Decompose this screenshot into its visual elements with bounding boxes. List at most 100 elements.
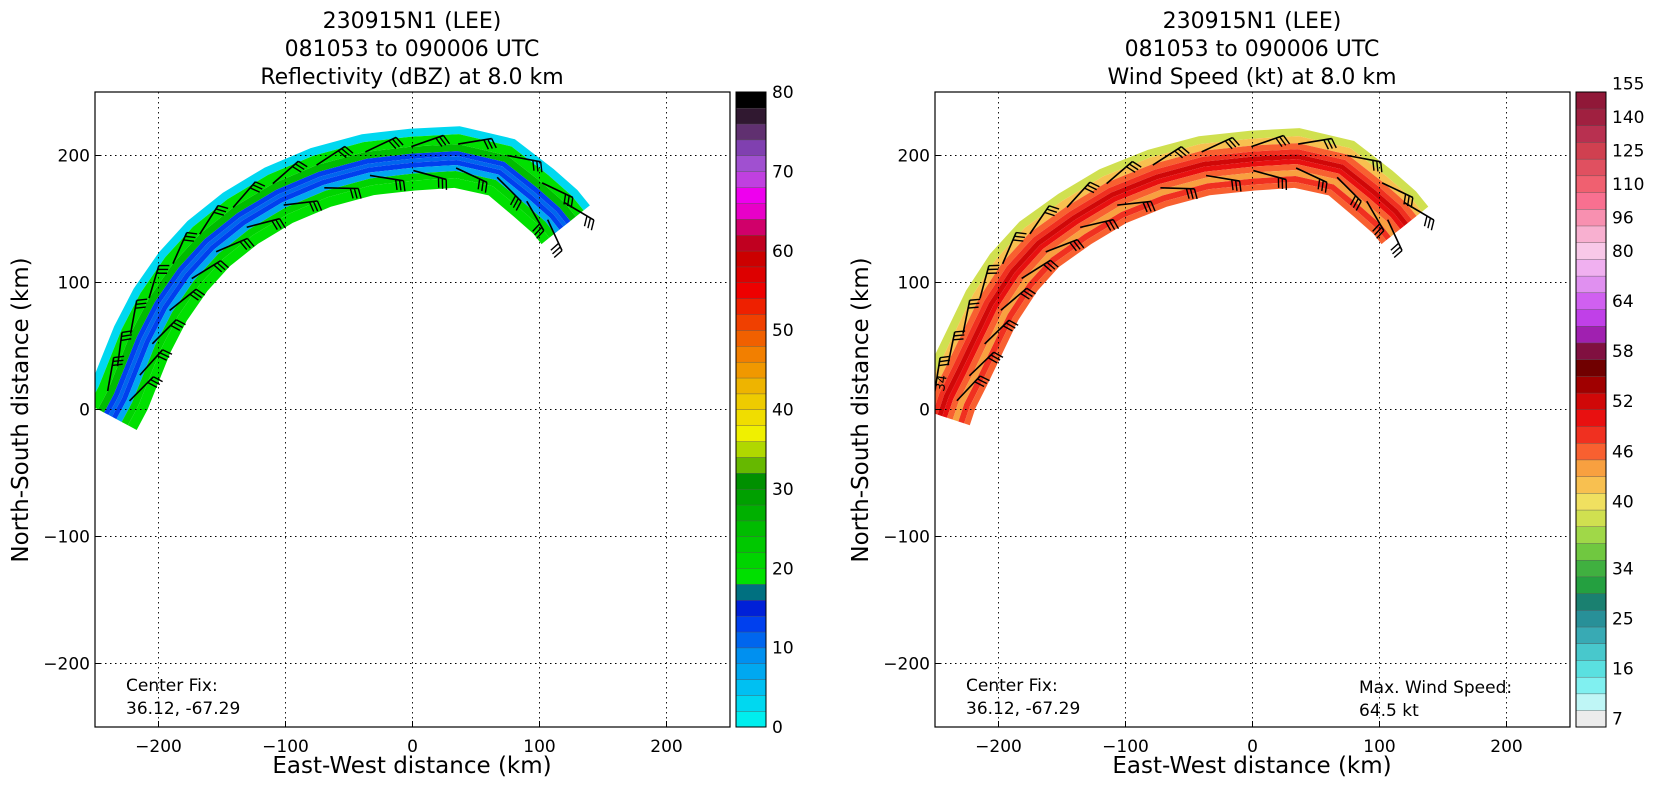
reflectivity-colorbar-swatch: [735, 615, 767, 633]
reflectivity-colorbar-tick-label: 10: [772, 639, 794, 659]
reflectivity-colorbar-swatch: [735, 187, 767, 204]
wind-speed-wind-barb: [1253, 169, 1288, 191]
wind-speed-colorbar: 7 16 25 34 40 46 52 58 64 80 96 110 125 140 155: [1575, 75, 1644, 730]
wind-speed-wind-barb: [1045, 238, 1085, 253]
reflectivity-wind-barb: [246, 217, 286, 230]
wind-speed-colorbar-tick-label: 40: [1612, 492, 1634, 512]
wind-speed-wind-barb: [1079, 218, 1120, 231]
reflectivity-wind-barb: [215, 237, 255, 253]
reflectivity-field-band: [108, 156, 567, 417]
wind-speed-wind-barb: [1347, 154, 1383, 173]
reflectivity-wind-barb: [272, 160, 308, 185]
reflectivity-colorbar-swatch: [735, 123, 767, 141]
reflectivity-wind-barb: [324, 187, 362, 199]
reflectivity-field-band: [121, 171, 555, 426]
reflectivity-x-tick-label: −200: [135, 737, 182, 757]
wind-speed-colorbar-tick-label: 140: [1612, 108, 1644, 128]
reflectivity-wind-barb: [564, 202, 595, 231]
reflectivity-colorbar-swatch: [735, 250, 767, 268]
wind-speed-colorbar-tick-label: 110: [1612, 175, 1644, 195]
reflectivity-colorbar-tick-label: 50: [772, 321, 794, 341]
wind-speed-wind-barb: [1201, 136, 1240, 153]
wind-speed-x-axis-label: East-West distance (km): [1112, 753, 1391, 779]
reflectivity-field-band: [104, 151, 571, 415]
wind-speed-colorbar-swatch: [1575, 659, 1607, 678]
wind-speed-grid: [935, 92, 1570, 727]
wind-speed-center-fix-label: Center Fix:: [966, 676, 1058, 696]
reflectivity-colorbar-swatch: [735, 663, 767, 680]
reflectivity-y-tick-label: −200: [43, 655, 90, 675]
contour-34-kt-label: 34: [933, 374, 951, 393]
wind-speed-field-band: [935, 149, 1412, 415]
wind-speed-colorbar-swatch: [1575, 459, 1607, 477]
wind-speed-wind-barb: [956, 375, 990, 402]
max-wind-speed-value: 64.5 kt: [1359, 701, 1419, 721]
wind-speed-y-axis-label: North-South distance (km): [848, 257, 874, 562]
max-wind-speed-label: Max. Wind Speed:: [1359, 678, 1512, 698]
reflectivity-grid: [95, 92, 730, 727]
reflectivity-wind-barb: [232, 181, 266, 209]
wind-speed-axis-ticks: −200 −100 0 100 200 −200 −100 0 100 200: [883, 147, 1522, 758]
wind-speed-colorbar-swatch: [1575, 225, 1607, 243]
reflectivity-wind-barb: [316, 145, 354, 166]
wind-speed-colorbar-tick-label: 25: [1612, 609, 1634, 629]
wind-speed-colorbar-swatch: [1575, 442, 1607, 461]
reflectivity-colorbar-swatch: [735, 139, 767, 156]
reflectivity-wind-barb: [172, 231, 198, 264]
wind-speed-colorbar-tick-label: 52: [1612, 392, 1634, 412]
reflectivity-wind-barb: [546, 219, 563, 259]
reflectivity-wind-barb: [151, 319, 186, 345]
reflectivity-colorbar-swatch: [735, 202, 767, 220]
reflectivity-colorbar-tick-label: 70: [772, 162, 794, 182]
reflectivity-field-band: [116, 165, 560, 422]
wind-speed-field-band: [942, 159, 1405, 418]
wind-speed-wind-barb: [1386, 219, 1403, 259]
reflectivity-colorbar-swatch: [735, 107, 767, 125]
wind-speed-field-band: [964, 182, 1387, 426]
wind-speed-colorbar-tick-label: 16: [1612, 660, 1634, 680]
reflectivity-colorbar-swatch: [735, 329, 767, 347]
reflectivity-colorbar-swatch: [735, 234, 767, 252]
reflectivity-colorbar-swatch: [735, 679, 767, 696]
wind-speed-panel: 230915N1 (LEE) 081053 to 090006 UTC Wind…: [848, 9, 1644, 779]
reflectivity-colorbar-swatch: [735, 218, 767, 236]
wind-speed-x-tick-label: 200: [1490, 737, 1522, 757]
reflectivity-title-line-2: 081053 to 090006 UTC: [285, 37, 540, 62]
reflectivity-colorbar-swatch: [735, 536, 767, 553]
wind-speed-colorbar-swatch: [1575, 125, 1607, 143]
wind-speed-colorbar-swatch: [1575, 359, 1607, 377]
reflectivity-colorbar-swatch: [735, 472, 767, 490]
wind-speed-wind-barb: [1029, 205, 1060, 235]
wind-speed-colorbar-tick-label: 64: [1612, 292, 1634, 312]
wind-speed-x-tick-label: 100: [1363, 737, 1395, 757]
wind-speed-wind-barb: [1295, 167, 1328, 193]
reflectivity-wind-barb: [199, 204, 229, 235]
reflectivity-x-axis-label: East-West distance (km): [272, 753, 551, 779]
wind-speed-colorbar-tick-label: 80: [1612, 242, 1634, 262]
reflectivity-colorbar-swatch: [735, 377, 767, 395]
wind-speed-colorbar-swatch: [1575, 492, 1607, 511]
reflectivity-colorbar-swatch: [735, 631, 767, 649]
reflectivity-panel: 230915N1 (LEE) 081053 to 090006 UTC Refl…: [8, 9, 794, 779]
wind-speed-colorbar-swatch: [1575, 175, 1607, 193]
reflectivity-colorbar-swatch: [735, 361, 767, 379]
wind-speed-colorbar-swatch: [1575, 593, 1607, 611]
wind-speed-title-line-3: Wind Speed (kt) at 8.0 km: [1107, 65, 1396, 90]
reflectivity-field-band: [112, 160, 564, 420]
wind-speed-colorbar-tick-label: 96: [1612, 208, 1634, 228]
wind-speed-colorbar-swatch: [1575, 108, 1607, 126]
reflectivity-y-tick-label: −100: [43, 528, 90, 548]
wind-speed-field-band: [947, 164, 1401, 420]
wind-speed-y-tick-label: 100: [898, 274, 930, 294]
reflectivity-x-tick-label: −100: [262, 737, 309, 757]
reflectivity-wind-barb: [369, 174, 406, 192]
reflectivity-colorbar-swatch: [735, 393, 767, 410]
wind-speed-colorbar-swatch: [1575, 292, 1607, 310]
reflectivity-wind-barb: [129, 298, 148, 334]
wind-speed-wind-barb: [962, 298, 981, 334]
reflectivity-y-axis-label: North-South distance (km): [8, 257, 34, 562]
reflectivity-wind-barb: [526, 200, 545, 239]
reflectivity-colorbar-swatch: [735, 552, 767, 569]
reflectivity-colorbar-tick-label: 20: [772, 559, 794, 579]
reflectivity-colorbar-swatch: [735, 409, 767, 426]
